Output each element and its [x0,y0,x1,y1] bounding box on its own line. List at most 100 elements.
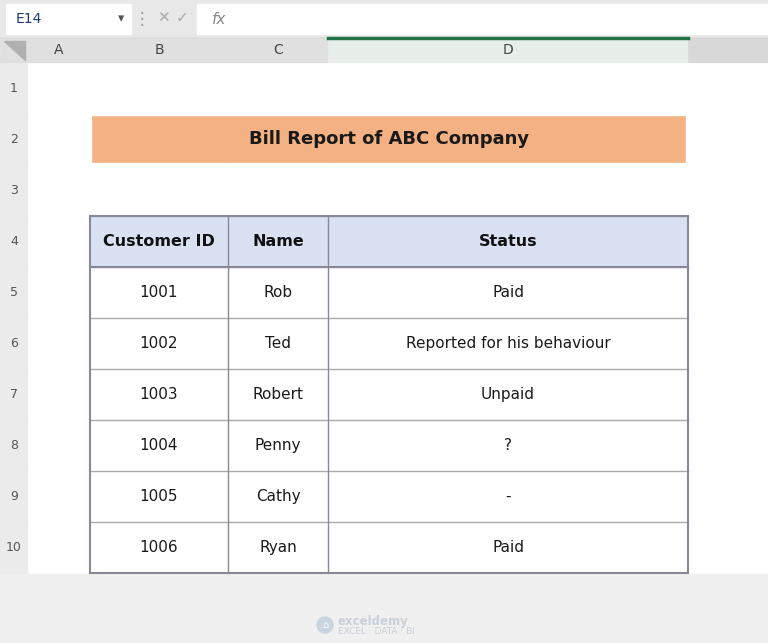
Bar [90,216,688,267]
Text: 4: 4 [10,235,18,248]
Text: 6: 6 [10,337,18,350]
Text: Penny: Penny [255,438,301,453]
Text: E14: E14 [16,12,42,26]
Bar [90,216,228,267]
Bar [228,165,328,216]
Bar [328,267,688,318]
Text: A: A [55,44,64,57]
Bar [688,114,768,165]
Text: EXCEL · DATA · BI: EXCEL · DATA · BI [338,626,415,635]
Text: Unpaid: Unpaid [481,387,535,402]
Bar [228,471,328,522]
Bar [0,267,28,318]
Text: ✕: ✕ [157,10,170,26]
Bar [688,471,768,522]
Bar [28,63,90,114]
Bar [0,522,28,573]
Bar [28,369,90,420]
Bar [0,63,28,114]
Text: Cathy: Cathy [256,489,300,504]
Bar [6,4,131,34]
Text: 7: 7 [10,388,18,401]
Bar [90,114,228,165]
Text: Robert: Robert [253,387,303,402]
Bar [0,318,28,369]
Bar [328,420,688,471]
Bar [197,4,768,34]
Bar [0,420,28,471]
Bar [0,471,28,522]
Bar [328,522,688,573]
Bar [28,318,90,369]
Text: -: - [505,489,511,504]
Bar [228,63,328,114]
Bar [688,267,768,318]
Bar [688,216,768,267]
Bar [90,165,228,216]
Text: 9: 9 [10,490,18,503]
Bar [688,522,768,573]
Bar [688,420,768,471]
Bar [228,522,328,573]
Text: Bill Report of ABC Company: Bill Report of ABC Company [249,131,529,149]
Bar [0,369,28,420]
Text: Customer ID: Customer ID [103,234,215,249]
Text: 2: 2 [10,133,18,146]
Bar [688,369,768,420]
Bar [28,420,90,471]
Bar [90,63,228,114]
Bar [28,38,90,63]
Bar [228,38,328,63]
Circle shape [317,617,333,633]
Bar [228,114,328,165]
Text: Reported for his behaviour: Reported for his behaviour [406,336,611,351]
Bar [90,471,228,522]
Text: Name: Name [252,234,304,249]
Bar [688,38,768,63]
Bar [328,63,688,114]
Text: ⋮: ⋮ [134,10,151,28]
Text: exceldemy: exceldemy [338,615,409,628]
Bar [328,114,688,165]
Bar [688,63,768,114]
Bar [328,369,688,420]
Bar [0,165,28,216]
Text: 1003: 1003 [140,387,178,402]
Bar [0,216,28,267]
Bar [28,114,90,165]
Bar [0,0,768,38]
Bar [228,420,328,471]
Bar [328,38,688,63]
Bar [90,522,228,573]
Text: ✓: ✓ [176,10,188,26]
Bar [28,216,90,267]
Text: 8: 8 [10,439,18,452]
Text: Rob: Rob [263,285,293,300]
Bar [93,117,685,162]
Bar [90,267,228,318]
Text: ?: ? [504,438,512,453]
Text: C: C [273,44,283,57]
Text: ▾: ▾ [118,12,124,26]
Bar [90,369,228,420]
Text: Paid: Paid [492,540,524,555]
Bar [28,522,90,573]
Text: ⌂: ⌂ [322,620,328,630]
Bar [28,267,90,318]
Bar [328,165,688,216]
Text: D: D [502,44,513,57]
Bar [28,165,90,216]
Bar [328,318,688,369]
Text: Status: Status [478,234,538,249]
Bar [90,318,228,369]
Bar [28,471,90,522]
Text: 3: 3 [10,184,18,197]
Bar [228,318,328,369]
Text: 1: 1 [10,82,18,95]
Text: 1004: 1004 [140,438,178,453]
Bar [0,38,28,63]
Text: 1005: 1005 [140,489,178,504]
Bar [228,267,328,318]
Bar [90,38,228,63]
Bar [688,165,768,216]
